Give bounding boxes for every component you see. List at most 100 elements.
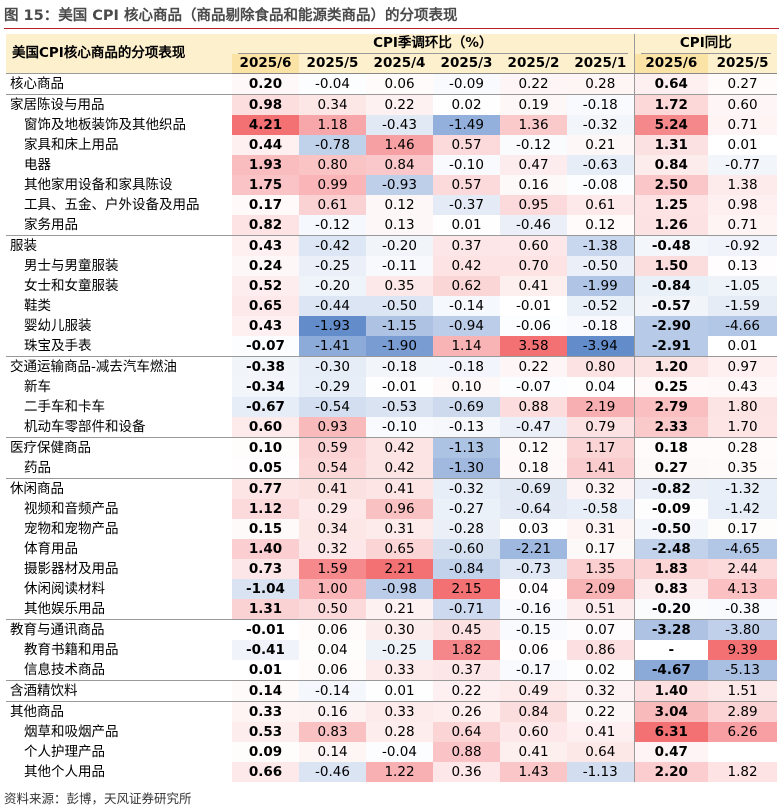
- row-label: 婴幼儿服装: [24, 318, 92, 334]
- table-row: 鞋类 0.65 -0.44 -0.50 -0.14 -0.01 -0.52 -0.57 -1.5…: [6, 296, 778, 316]
- heatmap-cell: 0.66: [232, 762, 299, 782]
- heatmap-cell: 0.04: [500, 579, 567, 599]
- heatmap-cell: -1.41: [299, 336, 366, 357]
- column-header: 2025/6: [232, 54, 299, 74]
- table-row: 休闲商品 0.77 0.41 0.41 -0.32 -0.69 0.32 -0.82 -1.32: [6, 478, 778, 499]
- heatmap-cell: 0.13: [366, 215, 433, 236]
- table-row: 宠物和宠物产品 0.15 0.34 0.31 -0.28 0.03 0.31 -0.50 0.1…: [6, 519, 778, 539]
- heatmap-cell: 2.15: [433, 579, 500, 599]
- heatmap-cell: 0.83: [633, 579, 709, 599]
- table-row: 其他娱乐用品 1.31 0.50 0.21 -0.71 -0.16 0.51 -0.20 -0.…: [6, 599, 778, 620]
- table-row: 窗饰及地板装饰及其他织品 4.21 1.18 -0.43 -1.49 1.36 -0.32 5…: [6, 115, 778, 135]
- table-row: 烟草和吸烟产品 0.53 0.83 0.28 0.64 0.60 0.41 6.31 6.26: [6, 722, 778, 742]
- heatmap-cell: -0.20: [366, 235, 433, 256]
- heatmap-cell: 0.21: [567, 135, 635, 155]
- heatmap-cell: 0.50: [299, 599, 366, 620]
- heatmap-cell: -1.90: [366, 336, 433, 357]
- row-label: 窗饰及地板装饰及其他织品: [24, 117, 186, 133]
- heatmap-cell: -0.82: [633, 478, 709, 499]
- heatmap-cell: 0.10: [232, 437, 299, 458]
- heatmap-cell: -2.48: [633, 539, 709, 559]
- row-label: 家具和床上用品: [24, 137, 119, 153]
- heatmap-cell: -0.69: [433, 397, 500, 417]
- heatmap-cell: 0.14: [232, 680, 299, 702]
- heatmap-cell: -0.12: [500, 135, 567, 155]
- heatmap-cell: -0.58: [567, 499, 635, 519]
- heatmap-cell: 0.98: [232, 94, 299, 115]
- heatmap-cell: -1.13: [567, 762, 635, 782]
- source-note: 资料来源：彭博，天风证券研究所: [4, 791, 192, 806]
- row-label: 交通运输商品-减去汽车燃油: [6, 356, 232, 377]
- heatmap-cell: 0.10: [433, 377, 500, 397]
- heatmap-cell: 0.26: [433, 701, 500, 722]
- heatmap-cell: -0.60: [433, 539, 500, 559]
- heatmap-cell: -0.84: [433, 559, 500, 579]
- heatmap-cell: -0.78: [299, 135, 366, 155]
- heatmap-cell: -0.47: [500, 417, 567, 438]
- heatmap-cell: 1.36: [500, 115, 567, 135]
- heatmap-cell: 0.47: [500, 155, 567, 175]
- heatmap-cell: 0.27: [633, 458, 709, 479]
- heatmap-cell: -0.43: [366, 115, 433, 135]
- title-rule: [4, 28, 779, 29]
- row-label: 含酒精饮料: [6, 680, 232, 702]
- table-row: 女士和女童服装 0.52 -0.20 0.35 0.62 0.41 -1.99 -0.84 -1…: [6, 276, 778, 296]
- heatmap-cell: 2.20: [633, 762, 709, 782]
- heatmap-cell: 0.03: [500, 519, 567, 539]
- heatmap-cell: 0.41: [299, 478, 366, 499]
- heatmap-cell: 0.44: [232, 135, 299, 155]
- table-row: 婴幼儿服装 0.43 -1.93 -1.15 -0.94 -0.06 -0.18 -2.90-…: [6, 316, 778, 336]
- table-row: 服装 0.43 -0.42 -0.20 0.37 0.60 -1.38 -0.48 -0.92: [6, 235, 778, 256]
- heatmap-cell: 3.58: [500, 336, 567, 357]
- heatmap-cell: -1.49: [433, 115, 500, 135]
- heatmap-cell: -1.93: [299, 316, 366, 336]
- heatmap-cell: 0.42: [433, 256, 500, 276]
- heatmap-cell: -0.25: [299, 256, 366, 276]
- heatmap-cell: 0.64: [633, 73, 709, 95]
- heatmap-cell: 4.21: [232, 115, 299, 135]
- heatmap-cell: 0.65: [232, 296, 299, 316]
- table-row: 休闲阅读材料 -1.04 1.00 -0.98 2.15 0.04 2.09 0.83 4.13: [6, 579, 778, 599]
- heatmap-cell: -0.38: [232, 356, 299, 377]
- heatmap-cell: 0.62: [433, 276, 500, 296]
- row-label: 摄影器材及用品: [24, 561, 119, 577]
- row-label: 女士和女童服装: [24, 278, 119, 294]
- heatmap-cell: 0.32: [299, 539, 366, 559]
- row-label: 新车: [24, 379, 51, 395]
- column-header: 2025/2: [500, 54, 567, 74]
- row-label: 家居陈设与用品: [6, 94, 232, 115]
- heatmap-cell: 0.95: [500, 195, 567, 215]
- heatmap-cell: 1.31: [633, 135, 709, 155]
- heatmap-cell: 0.28: [567, 73, 635, 95]
- heatmap-cell: 0.06: [299, 619, 366, 640]
- heatmap-cell: 2.79: [633, 397, 709, 417]
- heatmap-cell: 1.46: [366, 135, 433, 155]
- row-label: 电器: [24, 157, 51, 173]
- table-row: 教育书籍和用品 -0.41 0.04 -0.25 1.82 0.06 0.86-9.39: [6, 640, 778, 660]
- heatmap-cell: -0.84: [633, 276, 709, 296]
- heatmap-cell: 0.73: [232, 559, 299, 579]
- heatmap-cell: 0.65: [366, 539, 433, 559]
- heatmap-cell: -0.77: [708, 155, 778, 175]
- heatmap-cell: 2.09: [567, 579, 635, 599]
- heatmap-cell: -0.94: [433, 316, 500, 336]
- heatmap-cell: -3.94: [567, 336, 635, 357]
- heatmap-cell: 0.84: [633, 155, 709, 175]
- heatmap-cell: 0.12: [366, 195, 433, 215]
- heatmap-cell: -0.08: [567, 175, 635, 195]
- mom-group-label: CPI季调环比（%）: [373, 35, 493, 51]
- heatmap-cell: -0.54: [299, 397, 366, 417]
- heatmap-cell: 0.04: [567, 377, 635, 397]
- table-row: 教育与通讯商品 -0.01 0.06 0.30 0.45 -0.15 0.07 -3.28 -3…: [6, 619, 778, 640]
- row-label: 教育与通讯商品: [6, 619, 232, 640]
- mom-group-underline: [238, 53, 628, 54]
- row-label: 宠物和宠物产品: [24, 521, 119, 537]
- row-label: 家务用品: [24, 217, 78, 233]
- heatmap-cell: -0.32: [433, 478, 500, 499]
- heatmap-cell: -0.57: [633, 296, 709, 316]
- heatmap-cell: 0.54: [299, 458, 366, 479]
- heatmap-cell: 0.25: [633, 377, 709, 397]
- table-row: 机动车零部件和设备 0.60 0.93 -0.10 -0.13 -0.47 0.79 2.33…: [6, 417, 778, 438]
- heatmap-cell: -0.09: [633, 499, 709, 519]
- heatmap-cell: 0.17: [232, 195, 299, 215]
